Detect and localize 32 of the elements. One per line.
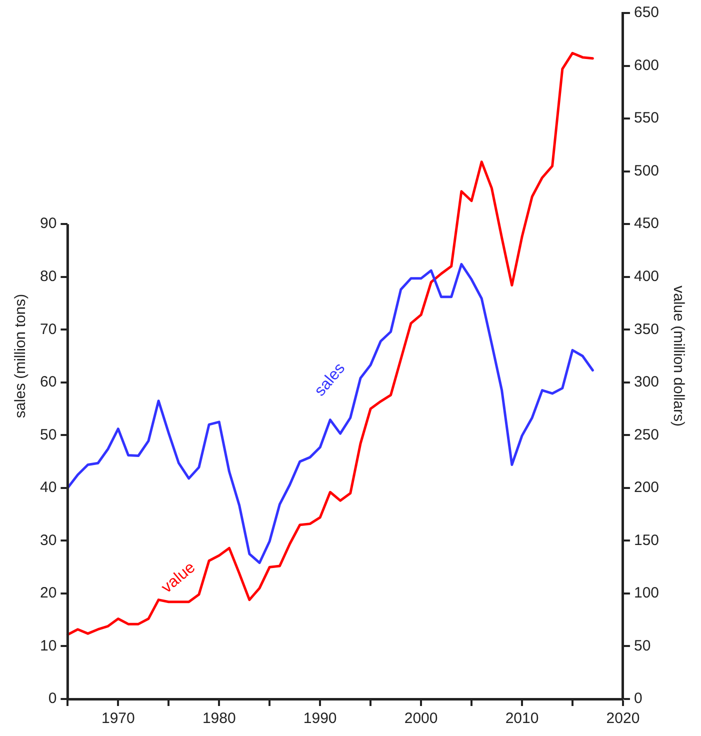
y2-tick-label: 550	[634, 110, 660, 127]
x-tick-label: 1970	[101, 710, 135, 728]
x-tick-label: 2010	[505, 710, 539, 728]
y-tick-label: 40	[40, 479, 57, 496]
x-tick-label: 1980	[202, 710, 236, 728]
x-tick-label: 2020	[606, 710, 640, 728]
y-tick-label: 80	[40, 268, 57, 285]
y2-tick-label: 200	[634, 479, 660, 496]
y-tick-label: 60	[40, 374, 57, 391]
y-tick-label: 10	[40, 637, 57, 654]
y2-tick-label: 350	[634, 320, 660, 338]
y2-tick-label: 50	[634, 637, 651, 654]
y2-tick-label: 150	[634, 532, 660, 549]
y2-tick-label: 500	[634, 162, 660, 180]
y2-tick-label: 250	[634, 426, 660, 444]
y2-tick-label: 0	[634, 690, 642, 708]
y-tick-label: 70	[40, 320, 57, 338]
y2-axis-title: value (million dollars)	[670, 286, 687, 426]
y2-tick-label: 450	[634, 215, 660, 232]
y-tick-label: 50	[40, 426, 57, 444]
y2-tick-label: 400	[634, 268, 660, 285]
y-tick-label: 0	[48, 690, 57, 708]
y2-tick-label: 100	[634, 584, 660, 602]
y2-tick-label: 650	[634, 4, 660, 22]
y-tick-label: 20	[40, 584, 57, 602]
y-tick-label: 90	[40, 215, 57, 232]
y-axis-title: sales (million tons)	[12, 294, 30, 418]
y-tick-label: 30	[40, 532, 57, 549]
x-tick-label: 2000	[404, 710, 438, 728]
y2-tick-label: 300	[634, 374, 660, 391]
x-tick-label: 1990	[303, 710, 337, 728]
y2-tick-label: 600	[634, 56, 660, 74]
